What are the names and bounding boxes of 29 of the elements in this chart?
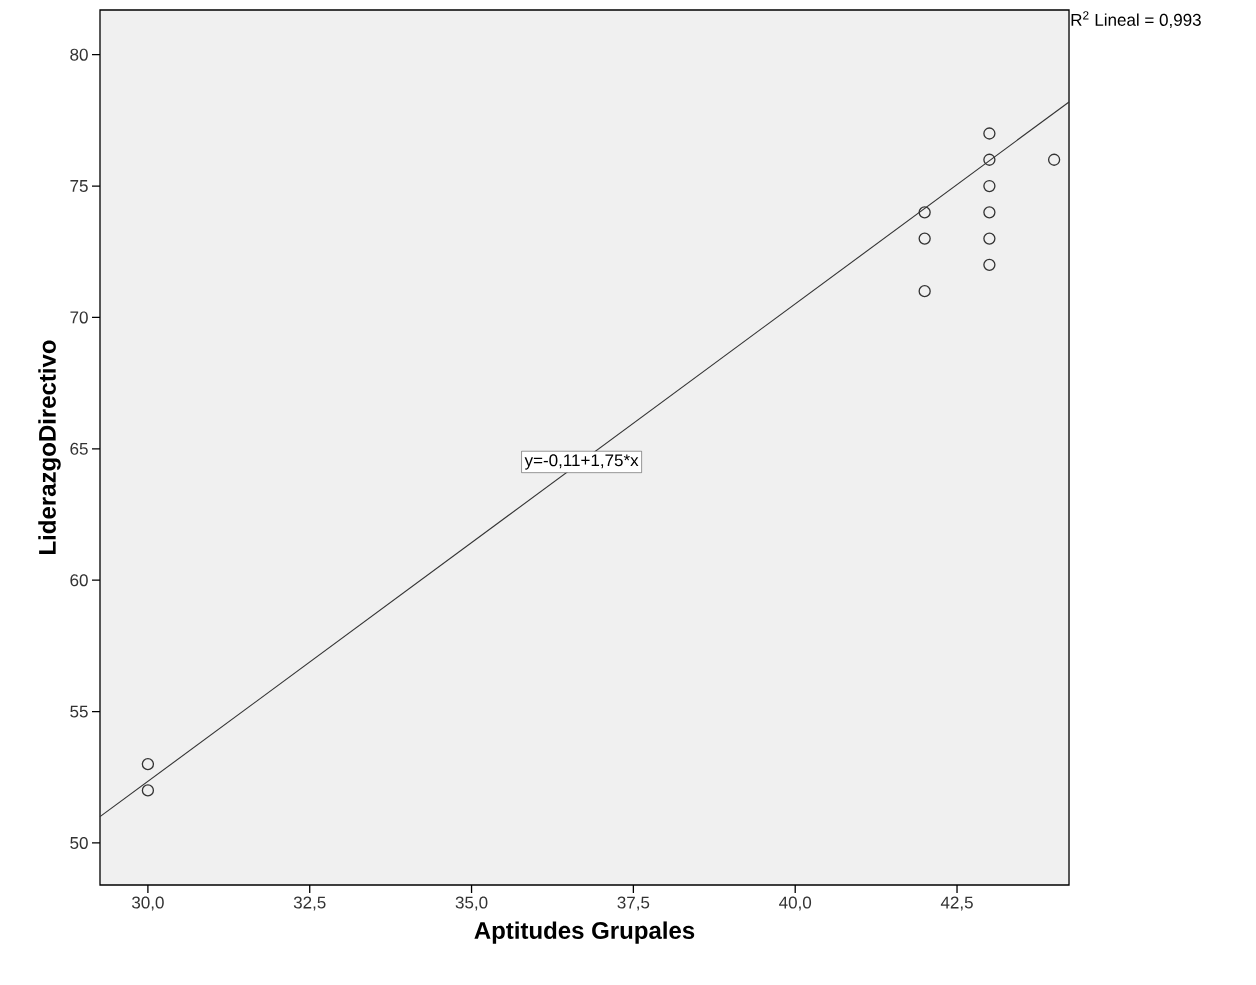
x-tick-label: 30,0 xyxy=(132,896,164,911)
y-tick-label: 60 xyxy=(70,574,88,587)
point xyxy=(983,127,996,140)
point xyxy=(1047,153,1061,166)
point xyxy=(983,206,996,219)
x-tick-label: 42,5 xyxy=(940,896,973,911)
y-tick-label: 50 xyxy=(70,836,88,849)
y-tick-label: 55 xyxy=(70,705,88,718)
point xyxy=(983,258,996,272)
point xyxy=(141,784,155,797)
point xyxy=(918,206,931,219)
point xyxy=(918,285,931,298)
point xyxy=(983,232,996,245)
x-tick-label: 37,5 xyxy=(617,896,650,911)
y-tick-label: 70 xyxy=(70,311,88,324)
annotation: y=-0,11+1,75*x xyxy=(524,454,639,470)
x-tick-label: 35,0 xyxy=(455,896,488,911)
x-axis-title: Aptitudes Grupales xyxy=(474,921,695,944)
point xyxy=(141,757,155,771)
y-tick-label: 65 xyxy=(70,442,88,455)
y-tick-label: 80 xyxy=(70,48,88,61)
x-tick-label: 40,0 xyxy=(779,896,812,911)
point xyxy=(983,153,996,166)
x-tick-label: 32,5 xyxy=(293,896,326,911)
point xyxy=(918,232,931,245)
text: R$^{2}$ Lineal = 0,993 xyxy=(1071,11,1201,28)
point xyxy=(983,179,996,193)
y-axis-title: LiderazgoDirectivo xyxy=(38,340,61,554)
y-tick-label: 75 xyxy=(70,180,88,192)
